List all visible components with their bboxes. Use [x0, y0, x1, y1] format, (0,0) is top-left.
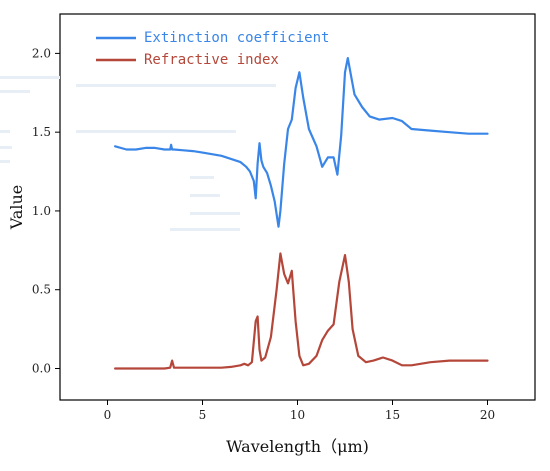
ghost-artifact	[190, 194, 220, 197]
ghost-artifact	[190, 176, 214, 179]
ghost-artifact	[0, 76, 60, 79]
y-tick-label: 1.0	[32, 204, 51, 218]
ghost-artifact	[190, 212, 240, 215]
ghost-artifact	[170, 228, 240, 231]
legend-label: Refractive index	[144, 52, 279, 68]
legend: Extinction coefficient Refractive index	[96, 30, 329, 68]
y-axis-ticks: 0.0 0.5 1.0 1.5 2.0	[32, 46, 60, 375]
y-tick-label: 1.5	[32, 125, 51, 139]
series-extinction-coefficient-line	[114, 57, 489, 228]
series-refractive-index-line	[114, 252, 489, 370]
series-lines	[114, 57, 489, 370]
x-tick-label: 0	[104, 408, 112, 422]
ghost-artifact	[0, 130, 10, 133]
ghost-artifact	[76, 130, 236, 133]
x-axis-ticks: 0 5 10 15 20	[104, 400, 495, 422]
x-axis-label: Wavelength（μm)	[226, 437, 369, 456]
y-tick-label: 0.5	[32, 283, 51, 297]
ghost-artifact	[0, 160, 10, 163]
ghost-artifact	[0, 90, 30, 93]
y-axis-label: Value	[7, 185, 26, 231]
y-tick-label: 0.0	[32, 361, 51, 375]
x-tick-label: 15	[385, 408, 400, 422]
legend-label: Extinction coefficient	[144, 30, 329, 46]
ghost-text-artifacts	[0, 76, 276, 231]
y-tick-label: 2.0	[32, 46, 51, 60]
x-tick-label: 10	[290, 408, 305, 422]
ghost-artifact	[76, 84, 276, 87]
ghost-artifact	[0, 146, 12, 149]
x-tick-label: 5	[199, 408, 207, 422]
x-tick-label: 20	[480, 408, 495, 422]
